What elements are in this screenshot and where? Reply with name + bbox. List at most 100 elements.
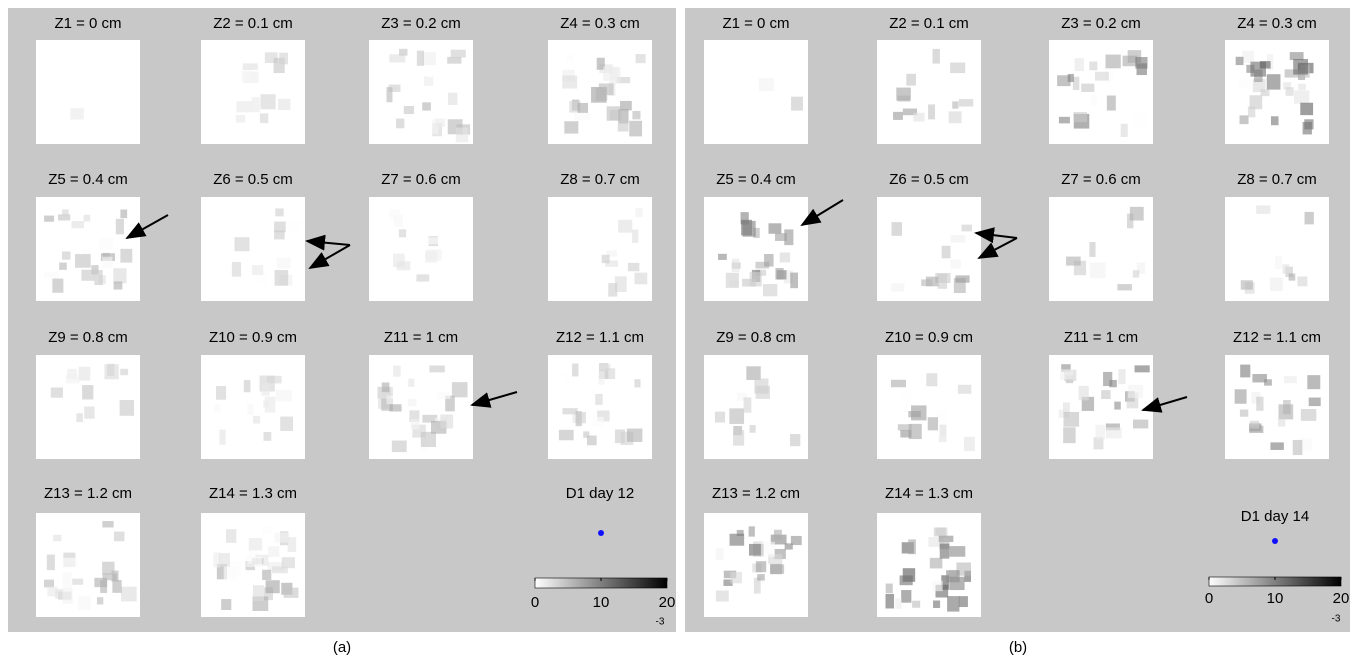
- image-blob: [386, 395, 392, 404]
- image-blob: [120, 369, 128, 375]
- slice-image: [36, 40, 140, 144]
- image-blob: [939, 436, 947, 442]
- image-blob: [716, 591, 729, 602]
- slice-label: Z10 = 0.9 cm: [209, 329, 297, 346]
- image-blob: [911, 405, 926, 420]
- image-blob: [236, 115, 245, 123]
- image-blob: [607, 106, 622, 120]
- image-blob: [1121, 124, 1128, 137]
- image-blob: [564, 121, 578, 133]
- image-blob: [1130, 207, 1144, 221]
- image-blob: [618, 124, 629, 132]
- image-blob: [1081, 84, 1094, 92]
- image-blob: [940, 425, 947, 437]
- image-blob: [47, 555, 55, 571]
- image-blob: [938, 274, 947, 289]
- image-blob: [930, 558, 943, 569]
- image-blob: [895, 598, 901, 609]
- slice-label: Z7 = 0.6 cm: [1061, 171, 1141, 188]
- image-blob: [886, 584, 893, 594]
- image-blob: [1117, 284, 1131, 290]
- image-blob: [288, 537, 297, 552]
- image-blob: [932, 581, 943, 591]
- image-blob: [763, 284, 777, 296]
- image-blob: [893, 112, 903, 120]
- image-blob: [1079, 386, 1089, 401]
- image-blob: [906, 74, 916, 86]
- image-blob: [959, 99, 973, 106]
- image-blob: [1235, 389, 1247, 403]
- image-blob: [1284, 376, 1297, 383]
- image-blob: [121, 587, 137, 602]
- image-blob: [1105, 55, 1120, 69]
- image-blob: [733, 430, 744, 445]
- legend-dot: [598, 530, 604, 536]
- image-blob: [562, 408, 577, 414]
- image-blob: [279, 53, 288, 65]
- image-blob: [422, 52, 436, 65]
- slice-label: Z4 = 0.3 cm: [1237, 15, 1317, 32]
- slice-image: [201, 40, 305, 144]
- image-blob: [775, 233, 787, 241]
- image-blob: [1133, 420, 1148, 429]
- slice-label: Z14 = 1.3 cm: [209, 485, 297, 502]
- colorbar-exponent: -3: [1332, 614, 1341, 625]
- image-blob: [898, 424, 912, 430]
- image-blob: [78, 596, 91, 610]
- image-blob: [1238, 79, 1251, 88]
- image-blob: [942, 246, 951, 259]
- image-blob: [729, 408, 744, 424]
- image-blob: [636, 54, 646, 63]
- image-blob: [949, 111, 962, 123]
- image-blob: [253, 416, 260, 424]
- image-blob: [604, 124, 612, 131]
- image-blob: [424, 76, 433, 86]
- image-blob: [1095, 72, 1109, 81]
- image-blob: [946, 570, 960, 582]
- image-blob: [275, 270, 289, 286]
- image-blob: [578, 103, 588, 113]
- image-blob: [262, 570, 271, 580]
- image-blob: [393, 254, 405, 268]
- image-blob: [768, 223, 781, 233]
- image-blob: [99, 238, 113, 251]
- colorbar-exponent: -3: [656, 617, 665, 628]
- image-blob: [275, 533, 290, 543]
- image-blob: [1270, 278, 1283, 292]
- image-blob: [232, 262, 241, 277]
- image-blob: [1240, 365, 1250, 378]
- image-blob: [620, 101, 632, 110]
- image-blob: [891, 222, 902, 236]
- image-blob: [392, 441, 407, 453]
- image-blob: [263, 400, 269, 407]
- image-blob: [421, 432, 436, 447]
- image-blob: [268, 546, 279, 557]
- image-blob: [114, 532, 125, 542]
- slice-label: Z14 = 1.3 cm: [885, 485, 973, 502]
- image-blob: [744, 397, 752, 412]
- image-blob: [416, 274, 429, 281]
- slice-label: Z1 = 0 cm: [722, 15, 789, 32]
- image-blob: [891, 283, 904, 291]
- image-blob: [288, 221, 300, 231]
- image-blob: [249, 538, 262, 550]
- image-blob: [1090, 262, 1106, 278]
- image-blob: [592, 417, 604, 427]
- slice-label: Z9 = 0.8 cm: [716, 329, 796, 346]
- image-blob: [63, 572, 72, 587]
- image-blob: [62, 209, 68, 216]
- image-blob: [399, 49, 407, 56]
- image-blob: [951, 235, 966, 242]
- image-blob: [559, 430, 574, 440]
- image-blob: [261, 383, 269, 396]
- image-blob: [72, 221, 84, 228]
- image-blob: [749, 526, 755, 536]
- image-blob: [900, 392, 911, 399]
- image-blob: [452, 382, 468, 397]
- slice-label: Z5 = 0.4 cm: [716, 171, 796, 188]
- image-blob: [606, 368, 616, 379]
- image-blob: [274, 222, 286, 233]
- image-blob: [790, 434, 800, 446]
- image-blob: [900, 430, 911, 438]
- image-blob: [1303, 122, 1312, 135]
